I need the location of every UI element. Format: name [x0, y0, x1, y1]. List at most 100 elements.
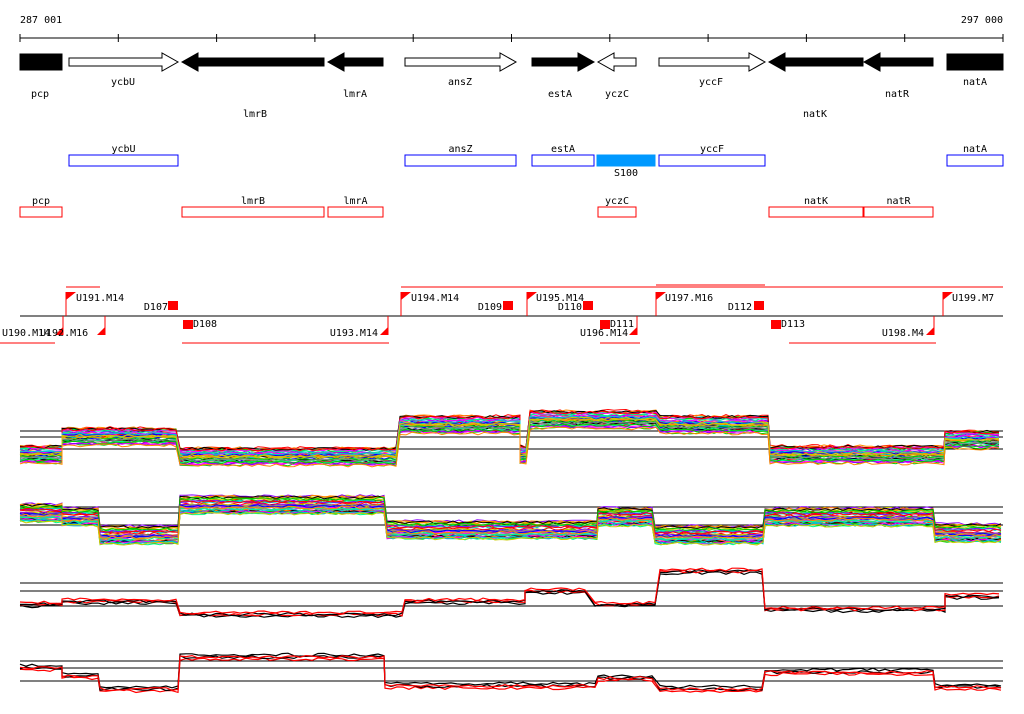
feature-D108-label: D108	[193, 319, 217, 330]
red-box-natK-label: natK	[804, 196, 828, 207]
blue-box-estA	[531, 154, 595, 167]
feature-U191.M14-marker	[66, 292, 76, 300]
gene-yccF-label: yccF	[699, 77, 723, 88]
blue-annotation-track: ycbU ansZ estA S100 yccF natA	[68, 144, 1004, 179]
feature-D107-label: D107	[144, 302, 168, 313]
feature-U196.M14-label: U196.M14	[580, 328, 628, 339]
feature-D112-marker	[754, 301, 764, 310]
gene-natK-arrow	[767, 52, 864, 72]
red-box-natK	[768, 206, 864, 218]
blue-box-ycbU-label: ycbU	[111, 144, 135, 155]
gene-track: pcp ycbU lmrB lmrA ansZ estA yczC yccF natK natR n…	[19, 52, 1004, 120]
gene-estA-arrow	[531, 52, 596, 72]
expression-track-4	[19, 652, 1003, 694]
blue-box-estA-label: estA	[551, 144, 575, 155]
red-box-lmrB-label: lmrB	[241, 196, 265, 207]
feature-U199.M7-label: U199.M7	[952, 293, 994, 304]
feature-U198.M4-marker	[926, 327, 934, 335]
blue-box-ansZ-label: ansZ	[448, 144, 472, 155]
feature-U191.M14-label: U191.M14	[76, 293, 124, 304]
gene-yczC-arrow	[596, 52, 637, 72]
feature-U199.M7-marker	[943, 292, 953, 300]
expression-profile-line	[19, 416, 1000, 458]
blue-box-natA-label: natA	[963, 144, 987, 155]
blue-box-ycbU	[68, 154, 179, 167]
gene-pcp-arrow	[19, 53, 63, 71]
red-box-pcp-label: pcp	[32, 196, 50, 207]
feature-U190.M14-marker	[55, 327, 63, 335]
feature-D112-label: D112	[728, 302, 752, 313]
red-box-pcp	[19, 206, 63, 218]
expression-profile-line	[19, 654, 1002, 692]
feature-D109-marker	[503, 301, 513, 310]
feature-U193.M14-marker	[380, 327, 388, 335]
feature-D113-label: D113	[781, 319, 805, 330]
feature-D109-label: D109	[478, 302, 502, 313]
gene-ansZ-label: ansZ	[448, 77, 472, 88]
blue-box-ansZ	[404, 154, 517, 167]
expression-profile-line	[19, 571, 1000, 619]
feature-U193.M14-label: U193.M14	[330, 328, 378, 339]
feature-U190.M14-label: U190.M14	[2, 328, 50, 339]
gene-ycbU-label: ycbU	[111, 77, 135, 88]
gene-lmrB-arrow	[180, 52, 325, 72]
gene-natA-arrow	[946, 53, 1004, 71]
red-annotation-track: pcp lmrB lmrA yczC natK natR	[19, 196, 934, 218]
red-box-lmrB	[181, 206, 325, 218]
expression-track-1	[19, 408, 1003, 468]
expression-profile-line	[19, 426, 1000, 468]
feature-track: U190.M14 U191.M14 U192.M16 D107 D108 U193.M14…	[0, 284, 1003, 344]
gene-natR-label: natR	[885, 89, 910, 100]
expression-profile-line	[19, 511, 1002, 546]
feature-U192.M16-marker	[97, 327, 105, 335]
feature-U197.M16-label: U197.M16	[665, 293, 713, 304]
feature-U198.M4-label: U198.M4	[882, 328, 924, 339]
expression-profile-line	[19, 657, 1002, 694]
red-box-lmrA	[327, 206, 384, 218]
expression-tracks	[19, 408, 1003, 694]
gene-estA-label: estA	[548, 89, 572, 100]
blue-box-natA	[946, 154, 1004, 167]
gene-yczC-label: yczC	[605, 89, 629, 100]
blue-box-yccF	[658, 154, 766, 167]
red-box-natR-label: natR	[886, 196, 911, 207]
expression-profile-line	[19, 652, 1002, 689]
gene-natR-arrow	[862, 52, 934, 72]
gene-lmrA-arrow	[326, 52, 384, 72]
feature-D110-marker	[583, 301, 593, 310]
feature-U194.M14-marker	[401, 292, 411, 300]
red-box-yczC	[597, 206, 637, 218]
feature-U196.M14-marker	[629, 327, 637, 335]
blue-box-yccF-label: yccF	[700, 144, 724, 155]
feature-D113-marker	[771, 320, 781, 329]
expression-profile-line	[19, 426, 1000, 467]
gene-natA-label: natA	[963, 77, 987, 88]
expression-track-2	[19, 494, 1003, 546]
blue-box-S100-label: S100	[614, 168, 638, 179]
expression-track-3	[19, 567, 1003, 619]
feature-D110-label: D110	[558, 302, 582, 313]
feature-U195.M14-marker	[527, 292, 537, 300]
expression-profile-line	[19, 505, 1002, 540]
red-box-lmrA-label: lmrA	[343, 196, 367, 207]
expression-profile-line	[20, 569, 1000, 617]
expression-profile-line	[19, 567, 1000, 615]
blue-box-S100	[596, 154, 656, 167]
gene-lmrA-label: lmrA	[343, 89, 367, 100]
ruler-start-label: 287 001	[20, 15, 62, 26]
feature-D107-marker	[168, 301, 178, 310]
gene-yccF-arrow	[658, 52, 767, 72]
red-box-yczC-label: yczC	[605, 196, 629, 207]
ruler: 287 001 297 000	[19, 15, 1004, 42]
expression-profile-line	[19, 569, 1000, 617]
feature-U194.M14-label: U194.M14	[411, 293, 459, 304]
feature-D108-marker	[183, 320, 193, 329]
gene-ycbU-arrow	[68, 52, 180, 72]
feature-U197.M16-marker	[656, 292, 666, 300]
gene-natK-label: natK	[803, 109, 827, 120]
feature-U192.M16-label: U192.M16	[40, 328, 88, 339]
feature-U195.M14-label: U195.M14	[536, 293, 584, 304]
feature-D111-marker	[600, 320, 610, 329]
